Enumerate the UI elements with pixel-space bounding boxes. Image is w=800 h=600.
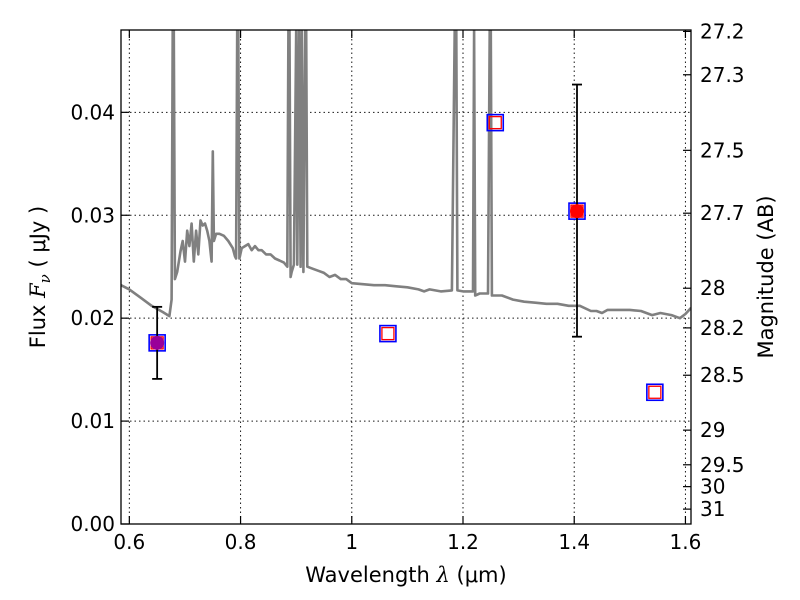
mag-tick-label: 27.3 <box>700 63 745 87</box>
y-tick-label: 0.04 <box>70 100 115 124</box>
mag-tick-label: 28.5 <box>700 363 745 387</box>
axis-ticks <box>121 30 691 525</box>
x-tick-label: 1 <box>345 530 358 554</box>
plot-frame <box>120 29 692 525</box>
photometry-square-outer <box>646 383 664 402</box>
x-tick-label: 1.6 <box>670 530 702 554</box>
y-tick-label: 0.03 <box>70 203 115 227</box>
x-tick-label: 1.4 <box>558 530 590 554</box>
observed-point <box>150 335 165 350</box>
model-spectrum-line <box>121 30 691 320</box>
mag-tick-label: 28 <box>700 276 725 300</box>
photometry-square-outer <box>379 324 397 343</box>
mag-tick-label: 29.5 <box>700 453 745 477</box>
x-axis-title: Wavelength λ (μm) <box>305 563 506 587</box>
x-tick-label: 0.8 <box>225 530 257 554</box>
y-tick-label: 0.01 <box>70 409 115 433</box>
mag-tick-label: 27.5 <box>700 138 745 162</box>
photometry-square-inner <box>381 326 395 341</box>
tick-labels: 0.6 0.8 1 1.2 1.4 1.6 0.00 0.01 0.02 0.03 0.04 27.2… <box>70 19 744 554</box>
mag-tick-label: 28.2 <box>700 316 745 340</box>
photometry-square-inner <box>488 115 502 130</box>
data-markers <box>148 83 664 402</box>
y-tick-label: 0.02 <box>70 306 115 330</box>
mag-tick-label: 30 <box>700 475 725 499</box>
x-tick-label: 1.2 <box>447 530 479 554</box>
mag-tick-label: 29 <box>700 418 725 442</box>
x-tick-label: 0.6 <box>113 530 145 554</box>
y2-axis-title: Magnitude (AB) <box>754 195 778 358</box>
photometry-square-inner <box>648 385 662 399</box>
y-axis-title: Flux Fν ( μJy ) <box>26 206 54 348</box>
mag-tick-label: 27.2 <box>700 19 745 43</box>
photometry-square-outer <box>486 113 505 132</box>
observed-point <box>570 204 584 219</box>
model-spectrum <box>121 30 691 320</box>
y-tick-label: 0.00 <box>70 512 115 536</box>
mag-tick-label: 31 <box>700 497 725 521</box>
mag-tick-label: 27.7 <box>700 201 745 225</box>
